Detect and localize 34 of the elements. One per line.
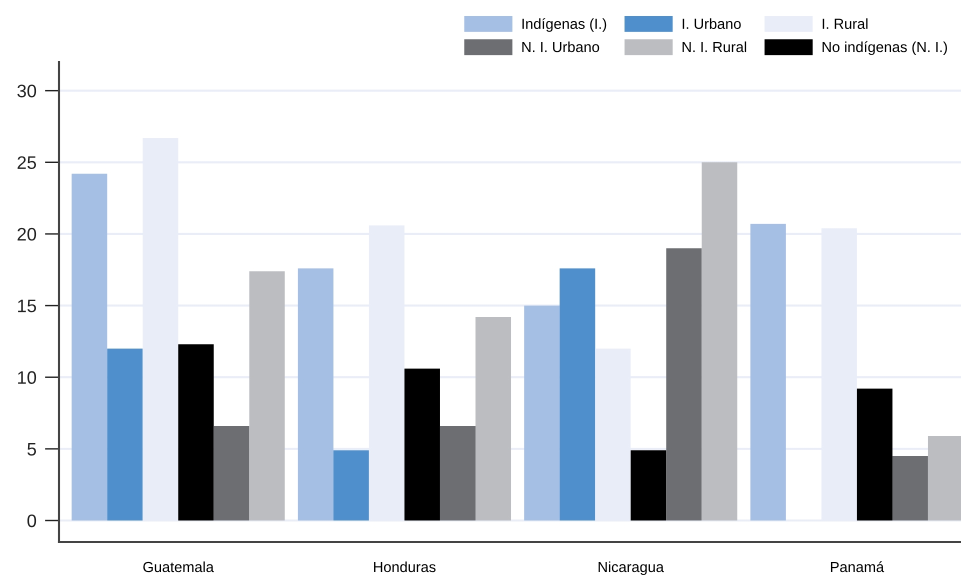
bar bbox=[524, 306, 560, 521]
bar bbox=[107, 348, 143, 521]
bar bbox=[72, 174, 108, 521]
y-tick-label: 0 bbox=[27, 514, 36, 528]
legend-label: N. I. Urbano bbox=[522, 41, 600, 52]
bar bbox=[333, 450, 369, 521]
bar bbox=[630, 450, 666, 521]
bar bbox=[750, 224, 786, 521]
bar bbox=[214, 426, 250, 521]
bar bbox=[666, 248, 702, 521]
legend-label: No indígenas (N. I.) bbox=[822, 41, 947, 56]
bar bbox=[440, 426, 476, 521]
bar bbox=[476, 317, 512, 521]
x-tick-label: Nicaragua bbox=[598, 561, 664, 576]
bar bbox=[856, 388, 892, 521]
y-tick-label: 15 bbox=[18, 300, 36, 312]
x-tick-label: Honduras bbox=[374, 561, 436, 572]
y-tick-label: 25 bbox=[18, 156, 36, 170]
x-tick-label: Panamá bbox=[830, 561, 884, 572]
bar bbox=[178, 344, 214, 521]
bar bbox=[560, 268, 596, 521]
bar bbox=[298, 268, 334, 521]
legend-label: N. I. Rural bbox=[682, 41, 746, 52]
y-tick-label: 10 bbox=[18, 371, 36, 384]
bar bbox=[404, 368, 440, 521]
legend-label: I. Rural bbox=[822, 18, 868, 29]
x-tick-label: Guatemala bbox=[143, 561, 214, 572]
y-tick-label: 20 bbox=[18, 228, 36, 241]
y-tick-label: 5 bbox=[27, 442, 36, 456]
legend-label: I. Urbano bbox=[682, 18, 741, 29]
bar bbox=[249, 271, 285, 521]
y-tick-label: 30 bbox=[17, 84, 36, 98]
bar bbox=[702, 162, 738, 521]
legend-label: Indígenas (I.) bbox=[522, 18, 606, 32]
